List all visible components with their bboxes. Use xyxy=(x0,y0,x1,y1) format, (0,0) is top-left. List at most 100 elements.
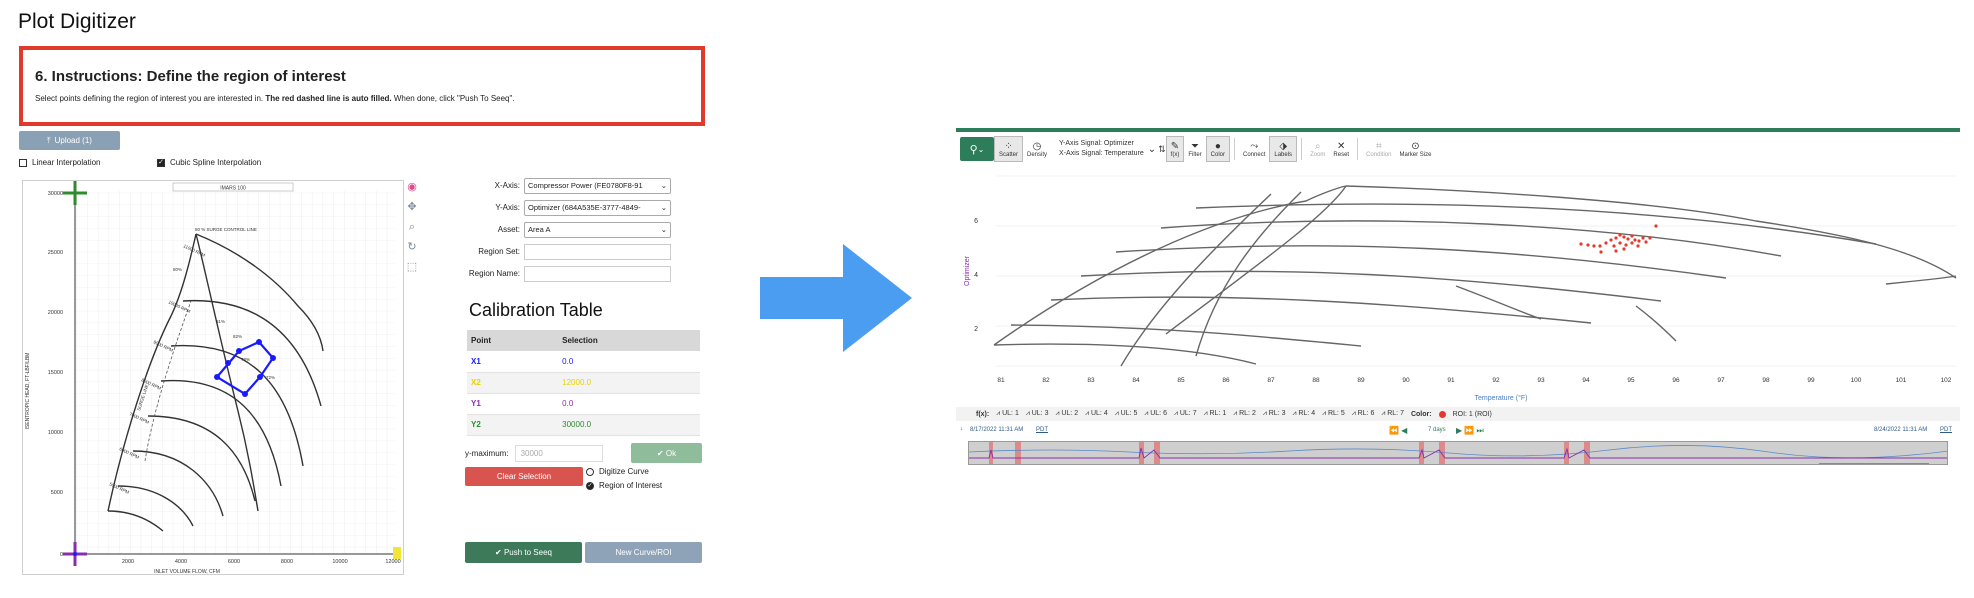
ok-button[interactable]: ✔ Ok xyxy=(631,443,702,463)
calibration-marker-x2[interactable] xyxy=(393,547,401,559)
roi-point xyxy=(1633,238,1637,242)
clear-selection-button[interactable]: Clear Selection xyxy=(465,467,583,486)
chart-type-button[interactable]: ⚲ ⌄ xyxy=(960,137,994,161)
region-name-input[interactable] xyxy=(524,265,671,282)
fx-legend-item[interactable]: ⩘ RL: 1 xyxy=(1203,410,1227,417)
fx-legend-item[interactable]: ⩘ RL: 5 xyxy=(1322,410,1345,417)
color-wheel-icon[interactable]: ◉ xyxy=(407,181,417,193)
checkbox-unchecked[interactable] xyxy=(19,158,27,167)
step-forward-icons[interactable]: ▶ ⏩ ⏭ xyxy=(1456,426,1484,435)
scatter-button[interactable]: ⁘ Scatter xyxy=(994,136,1024,162)
tag-icon: ⬗ xyxy=(1279,140,1288,152)
marker-size-button[interactable]: ⊙ Marker Size xyxy=(1395,136,1435,162)
reset-button[interactable]: ✕ Reset xyxy=(1329,136,1353,162)
calibration-marker-x1[interactable] xyxy=(73,552,77,556)
fx-legend-item[interactable]: ⩘ RL: 7 xyxy=(1381,410,1404,417)
toolbar-divider xyxy=(1234,138,1236,160)
seeq-scatter-panel: ⚲ ⌄ ⁘ Scatter ◷ Density Y-Axis Signal: Opti… xyxy=(956,128,1960,478)
roi-vertex[interactable] xyxy=(257,374,263,380)
compressor-map-canvas[interactable]: IMARS 100 30000 25000 20000 15000 10000 … xyxy=(22,180,404,575)
move-icon[interactable]: ✥ xyxy=(407,201,417,213)
step-back-icons[interactable]: ⏪ ◀ xyxy=(1389,426,1408,435)
asset-row: Asset: Area A ⌄ xyxy=(438,221,671,238)
select-icon[interactable]: ⬚ xyxy=(406,261,418,273)
swap-axes-icon[interactable]: ⇅ xyxy=(1158,143,1166,154)
fx-button[interactable]: ✎ f(x) xyxy=(1165,136,1185,162)
region-of-interest-radio[interactable]: ✓ Region of Interest xyxy=(586,481,662,490)
density-button[interactable]: ◷ Density xyxy=(1023,136,1051,162)
signal-selector[interactable]: Y-Axis Signal: Optimizer X-Axis Signal: … xyxy=(1059,139,1144,159)
table-row[interactable]: Y1 0.0 xyxy=(467,393,700,415)
roi-vertex[interactable] xyxy=(236,348,242,354)
connect-button[interactable]: ⤳ Connect xyxy=(1239,136,1269,162)
calibration-point: X1 xyxy=(467,351,559,373)
spline-interpolation-checkbox[interactable]: ✓ Cubic Spline Interpolation xyxy=(157,158,261,167)
push-to-seeq-button[interactable]: ✔ Push to Seeq xyxy=(465,542,582,563)
end-time[interactable]: 8/24/2022 11:31 AM xyxy=(1874,427,1928,433)
roi-vertex[interactable] xyxy=(214,374,220,380)
checkbox-checked[interactable]: ✓ xyxy=(157,158,165,167)
color-button[interactable]: ● Color xyxy=(1205,136,1231,162)
x-tick-label: 6000 xyxy=(228,559,240,565)
fx-legend-item[interactable]: ⩘ UL: 7 xyxy=(1173,410,1197,417)
labels-button[interactable]: ⬗ Labels xyxy=(1269,136,1298,162)
y-tick-label: 6 xyxy=(974,218,978,225)
fx-legend-item[interactable]: ⩘ UL: 6 xyxy=(1144,410,1167,417)
calibration-header-row: Point Selection xyxy=(467,330,700,351)
fx-legend-item[interactable]: ⩘ RL: 4 xyxy=(1292,410,1316,417)
digitize-curve-radio[interactable]: Digitize Curve xyxy=(586,467,649,476)
start-tz[interactable]: PDT xyxy=(1036,427,1048,433)
calibration-marker-y2[interactable] xyxy=(63,181,87,205)
fx-legend-item[interactable]: ⩘ RL: 6 xyxy=(1351,410,1375,417)
table-row[interactable]: X2 12000.0 xyxy=(467,372,700,394)
fx-legend-item[interactable]: ⩘ RL: 3 xyxy=(1262,410,1286,417)
asset-select[interactable]: Area A ⌄ xyxy=(524,221,671,238)
fx-legend-item[interactable]: ⩘ RL: 2 xyxy=(1233,410,1256,417)
region-set-input[interactable] xyxy=(524,243,671,260)
x-tick-label: 95 xyxy=(1627,377,1635,384)
y-tick-label: 5000 xyxy=(51,490,63,496)
roi-vertex[interactable] xyxy=(270,355,276,361)
upload-button[interactable]: ⤒ Upload (1) xyxy=(19,131,120,150)
fx-legend-item[interactable]: ⩘ UL: 5 xyxy=(1114,410,1138,417)
fx-legend-item[interactable]: ⩘ UL: 4 xyxy=(1085,410,1108,417)
roi-point xyxy=(1636,244,1640,248)
down-arrow-icon[interactable]: ↓ xyxy=(960,426,963,432)
start-time[interactable]: 8/17/2022 11:31 AM xyxy=(970,427,1024,433)
roi-vertex[interactable] xyxy=(225,360,231,366)
duration[interactable]: 7 days xyxy=(1428,427,1446,433)
x-tick-label: 102 xyxy=(1941,377,1952,384)
fx-legend-item[interactable]: ⩘ UL: 2 xyxy=(1055,410,1079,417)
table-row[interactable]: Y2 30000.0 xyxy=(467,414,700,436)
spline-interpolation-label: Cubic Spline Interpolation xyxy=(170,158,262,167)
timeline-overview[interactable] xyxy=(968,441,1948,465)
y-axis-select[interactable]: Optimizer (684A535E-3777-4849- ⌄ xyxy=(524,199,671,216)
x-tick-group: 81 82 83 84 85 86 87 88 89 90 91 92 93 94 95 96 97 98 99 10… xyxy=(997,377,1951,384)
x-tick-label: 2000 xyxy=(122,559,134,565)
scatter-icon: ⁘ xyxy=(1004,140,1013,152)
new-curve-roi-button[interactable]: New Curve/ROI xyxy=(585,542,702,563)
radio-unselected[interactable] xyxy=(586,467,594,476)
y-maximum-input[interactable]: 30000 xyxy=(514,445,603,462)
end-tz[interactable]: PDT xyxy=(1940,427,1952,433)
x-tick-label: 83 xyxy=(1087,377,1095,384)
radio-selected[interactable]: ✓ xyxy=(586,481,594,490)
fx-legend-item[interactable]: ⩘ UL: 3 xyxy=(1025,410,1049,417)
roi-vertex[interactable] xyxy=(242,391,248,397)
x-tick-label: 10000 xyxy=(332,559,347,565)
filter-icon: ⏷ xyxy=(1191,140,1199,152)
condition-button[interactable]: ⌗ Condition xyxy=(1362,136,1395,162)
seeq-scatter-plot[interactable]: 6 4 2 Optimizer 81 82 83 84 85 86 87 88 89 90 91 92… xyxy=(956,166,1960,404)
zoom-button[interactable]: ⌕ Zoom xyxy=(1306,136,1329,162)
calibration-table: Point Selection X1 0.0 X2 12000.0 Y1 0.0… xyxy=(467,330,700,436)
roi-polygon[interactable] xyxy=(214,339,276,397)
x-axis-select[interactable]: Compressor Power (FE0780F8-91 ⌄ xyxy=(524,177,671,194)
roi-vertex[interactable] xyxy=(256,339,262,345)
rotate-icon[interactable]: ↻ xyxy=(407,241,417,253)
zoom-icon[interactable]: ⌕ xyxy=(408,221,416,233)
fx-legend-item[interactable]: ⩘ UL: 1 xyxy=(996,410,1019,417)
filter-button[interactable]: ⏷ Filter xyxy=(1184,136,1205,162)
chevron-down-icon[interactable]: ⌄ xyxy=(1147,143,1157,155)
table-row[interactable]: X1 0.0 xyxy=(467,351,700,373)
linear-interpolation-checkbox[interactable]: Linear Interpolation xyxy=(19,158,101,167)
